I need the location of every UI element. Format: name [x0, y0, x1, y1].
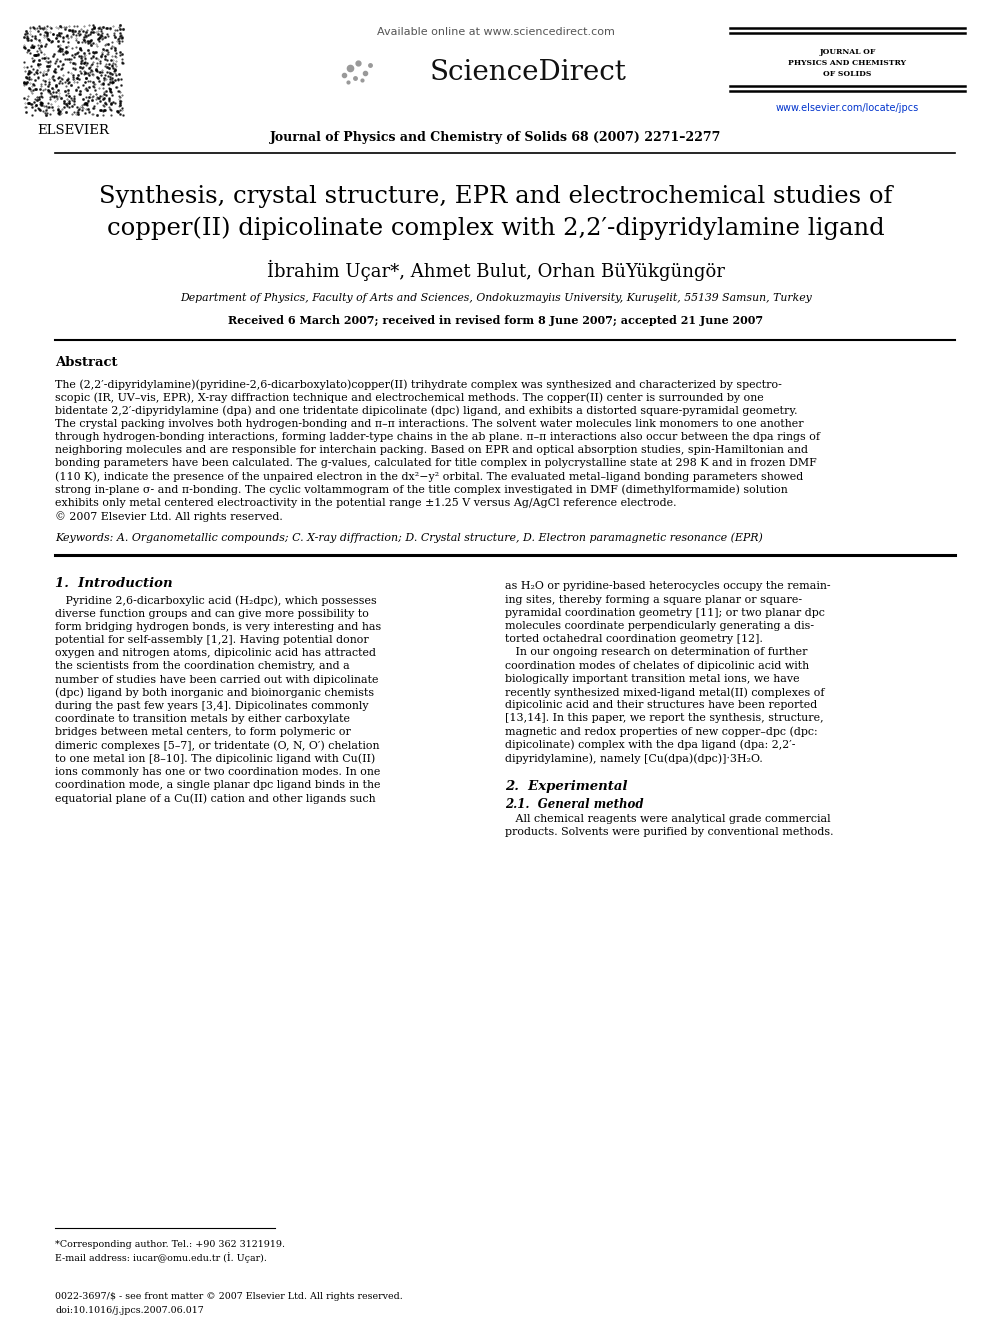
Text: form bridging hydrogen bonds, is very interesting and has: form bridging hydrogen bonds, is very in…	[55, 622, 381, 632]
Text: number of studies have been carried out with dipicolinate: number of studies have been carried out …	[55, 675, 379, 684]
Text: Department of Physics, Faculty of Arts and Sciences, Ondokuzmayiıs University, K: Department of Physics, Faculty of Arts a…	[181, 292, 811, 303]
Text: [13,14]. In this paper, we report the synthesis, structure,: [13,14]. In this paper, we report the sy…	[505, 713, 823, 724]
Text: The (2,2′-dipyridylamine)(pyridine-2,6-dicarboxylato)copper(II) trihydrate compl: The (2,2′-dipyridylamine)(pyridine-2,6-d…	[55, 378, 782, 389]
Text: © 2007 Elsevier Ltd. All rights reserved.: © 2007 Elsevier Ltd. All rights reserved…	[55, 511, 283, 521]
Text: The crystal packing involves both hydrogen-bonding and π–π interactions. The sol: The crystal packing involves both hydrog…	[55, 418, 804, 429]
Text: recently synthesized mixed-ligand metal(II) complexes of: recently synthesized mixed-ligand metal(…	[505, 687, 824, 697]
Text: strong in-plane σ- and π-bonding. The cyclic voltammogram of the title complex i: strong in-plane σ- and π-bonding. The cy…	[55, 484, 788, 495]
Text: *Corresponding author. Tel.: +90 362 3121919.: *Corresponding author. Tel.: +90 362 312…	[55, 1240, 285, 1249]
Text: to one metal ion [8–10]. The dipicolinic ligand with Cu(II): to one metal ion [8–10]. The dipicolinic…	[55, 754, 375, 765]
Text: 2.  Experimental: 2. Experimental	[505, 781, 628, 794]
Text: dipyridylamine), namely [Cu(dpa)(dpc)]·3H₂O.: dipyridylamine), namely [Cu(dpa)(dpc)]·3…	[505, 753, 763, 763]
Text: Pyridine 2,6-dicarboxylic acid (H₂dpc), which possesses: Pyridine 2,6-dicarboxylic acid (H₂dpc), …	[55, 595, 377, 606]
Text: diverse function groups and can give more possibility to: diverse function groups and can give mor…	[55, 609, 369, 619]
Text: equatorial plane of a Cu(II) cation and other ligands such: equatorial plane of a Cu(II) cation and …	[55, 794, 376, 804]
Text: coordination modes of chelates of dipicolinic acid with: coordination modes of chelates of dipico…	[505, 660, 809, 671]
Text: www.elsevier.com/locate/jpcs: www.elsevier.com/locate/jpcs	[776, 103, 920, 112]
Text: bonding parameters have been calculated. The g-values, calculated for title comp: bonding parameters have been calculated.…	[55, 458, 816, 468]
Text: pyramidal coordination geometry [11]; or two planar dpc: pyramidal coordination geometry [11]; or…	[505, 607, 825, 618]
Text: oxygen and nitrogen atoms, dipicolinic acid has attracted: oxygen and nitrogen atoms, dipicolinic a…	[55, 648, 376, 659]
Text: as H₂O or pyridine-based heterocycles occupy the remain-: as H₂O or pyridine-based heterocycles oc…	[505, 581, 830, 591]
Text: coordinate to transition metals by either carboxylate: coordinate to transition metals by eithe…	[55, 714, 350, 724]
Text: bidentate 2,2′-dipyridylamine (dpa) and one tridentate dipicolinate (dpc) ligand: bidentate 2,2′-dipyridylamine (dpa) and …	[55, 405, 798, 415]
Text: during the past few years [3,4]. Dipicolinates commonly: during the past few years [3,4]. Dipicol…	[55, 701, 369, 710]
Text: PHYSICS AND CHEMISTRY: PHYSICS AND CHEMISTRY	[789, 60, 907, 67]
Text: ions commonly has one or two coordination modes. In one: ions commonly has one or two coordinatio…	[55, 767, 380, 777]
Text: potential for self-assembly [1,2]. Having potential donor: potential for self-assembly [1,2]. Havin…	[55, 635, 369, 646]
Text: magnetic and redox properties of new copper–dpc (dpc:: magnetic and redox properties of new cop…	[505, 726, 817, 737]
Text: dipicolinic acid and their structures have been reported: dipicolinic acid and their structures ha…	[505, 700, 817, 710]
Text: JOURNAL OF: JOURNAL OF	[819, 48, 876, 56]
Text: 2.1.  General method: 2.1. General method	[505, 798, 644, 811]
Text: doi:10.1016/j.jpcs.2007.06.017: doi:10.1016/j.jpcs.2007.06.017	[55, 1306, 203, 1315]
Text: ScienceDirect: ScienceDirect	[430, 58, 627, 86]
Text: products. Solvents were purified by conventional methods.: products. Solvents were purified by conv…	[505, 827, 833, 837]
Text: torted octahedral coordination geometry [12].: torted octahedral coordination geometry …	[505, 634, 763, 644]
Text: OF SOLIDS: OF SOLIDS	[823, 70, 872, 78]
Text: Synthesis, crystal structure, EPR and electrochemical studies of: Synthesis, crystal structure, EPR and el…	[99, 184, 893, 208]
Text: biologically important transition metal ions, we have: biologically important transition metal …	[505, 673, 800, 684]
Text: Available online at www.sciencedirect.com: Available online at www.sciencedirect.co…	[377, 26, 615, 37]
Text: neighboring molecules and are responsible for interchain packing. Based on EPR a: neighboring molecules and are responsibl…	[55, 445, 808, 455]
Text: ELSEVIER: ELSEVIER	[37, 124, 109, 138]
Text: Abstract: Abstract	[55, 356, 117, 369]
Text: Keywords: A. Organometallic compounds; C. X-ray diffraction; D. Crystal structur: Keywords: A. Organometallic compounds; C…	[55, 532, 763, 542]
Text: copper(II) dipicolinate complex with 2,2′-dipyridylamine ligand: copper(II) dipicolinate complex with 2,2…	[107, 216, 885, 239]
Text: E-mail address: iucar@omu.edu.tr (İ. Uçar).: E-mail address: iucar@omu.edu.tr (İ. Uça…	[55, 1252, 267, 1263]
Text: bridges between metal centers, to form polymeric or: bridges between metal centers, to form p…	[55, 728, 351, 737]
Text: (dpc) ligand by both inorganic and bioinorganic chemists: (dpc) ligand by both inorganic and bioin…	[55, 688, 374, 699]
Text: All chemical reagents were analytical grade commercial: All chemical reagents were analytical gr…	[505, 814, 830, 824]
Text: dipicolinate) complex with the dpa ligand (dpa: 2,2′-: dipicolinate) complex with the dpa ligan…	[505, 740, 796, 750]
Text: (110 K), indicate the presence of the unpaired electron in the dx²−y² orbital. T: (110 K), indicate the presence of the un…	[55, 471, 804, 482]
Text: ing sites, thereby forming a square planar or square-: ing sites, thereby forming a square plan…	[505, 594, 803, 605]
Text: In our ongoing research on determination of further: In our ongoing research on determination…	[505, 647, 807, 658]
Text: dimeric complexes [5–7], or tridentate (O, N, O′) chelation: dimeric complexes [5–7], or tridentate (…	[55, 741, 380, 751]
Text: Journal of Physics and Chemistry of Solids 68 (2007) 2271–2277: Journal of Physics and Chemistry of Soli…	[270, 131, 722, 144]
Text: molecules coordinate perpendicularly generating a dis-: molecules coordinate perpendicularly gen…	[505, 620, 814, 631]
Text: through hydrogen-bonding interactions, forming ladder-type chains in the ab plan: through hydrogen-bonding interactions, f…	[55, 431, 820, 442]
Text: Received 6 March 2007; received in revised form 8 June 2007; accepted 21 June 20: Received 6 March 2007; received in revis…	[228, 315, 764, 325]
Text: coordination mode, a single planar dpc ligand binds in the: coordination mode, a single planar dpc l…	[55, 781, 381, 790]
Text: İbrahim Uçar*, Ahmet Bulut, Orhan BüYükgüngör: İbrahim Uçar*, Ahmet Bulut, Orhan BüYükg…	[267, 259, 725, 280]
Text: 0022-3697/$ - see front matter © 2007 Elsevier Ltd. All rights reserved.: 0022-3697/$ - see front matter © 2007 El…	[55, 1293, 403, 1301]
Text: scopic (IR, UV–vis, EPR), X-ray diffraction technique and electrochemical method: scopic (IR, UV–vis, EPR), X-ray diffract…	[55, 392, 764, 402]
Text: exhibits only metal centered electroactivity in the potential range ±1.25 V vers: exhibits only metal centered electroacti…	[55, 497, 677, 508]
Text: the scientists from the coordination chemistry, and a: the scientists from the coordination che…	[55, 662, 350, 671]
Text: 1.  Introduction: 1. Introduction	[55, 577, 173, 590]
